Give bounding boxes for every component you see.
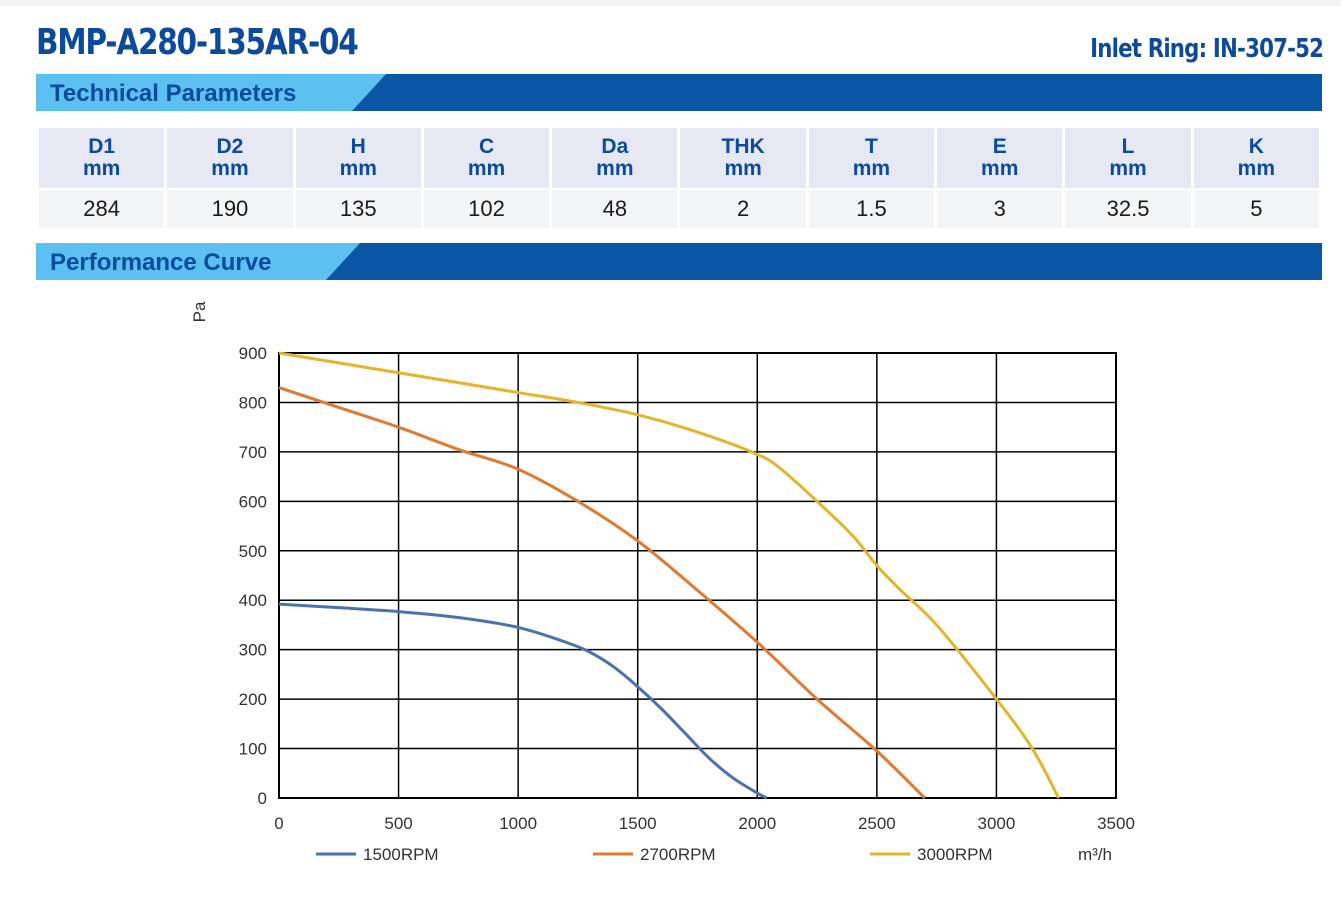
x-tick-label: 3500 [1097, 814, 1135, 833]
param-value-row: 284 190 135 102 48 2 1.5 3 32.5 5 [39, 190, 1319, 228]
param-name: H [350, 135, 366, 158]
top-rule [0, 0, 1341, 6]
x-tick-label: 1000 [499, 814, 537, 833]
param-unit: mm [467, 157, 506, 180]
performance-curve-banner: Performance Curve [36, 243, 1322, 280]
x-tick-label: 1500 [619, 814, 657, 833]
param-value-e: 3 [937, 190, 1063, 228]
param-unit: mm [339, 157, 377, 180]
param-value-h: 135 [295, 190, 421, 228]
plot-frame [278, 352, 1117, 799]
series-line-3000rpm [278, 351, 1060, 799]
param-value-d1: 284 [39, 190, 165, 228]
performance-curve-tab: Performance Curve [36, 243, 360, 280]
param-unit: mm [1237, 157, 1276, 180]
technical-parameters-banner: Technical Parameters [36, 74, 1322, 111]
param-value-d2: 190 [167, 190, 293, 228]
series-line-1500rpm [278, 602, 768, 800]
param-value-t: 1.5 [808, 190, 935, 228]
param-name: L [1121, 135, 1135, 158]
param-name: E [992, 135, 1007, 158]
x-axis-unit-label: m³/h [1078, 845, 1112, 864]
param-unit: mm [211, 157, 249, 180]
x-tick-label: 0 [274, 814, 283, 833]
param-name: THK [721, 135, 765, 158]
param-name: K [1248, 135, 1264, 158]
param-value-c: 102 [423, 190, 550, 228]
y-tick-label: 300 [239, 641, 267, 660]
param-value-k: 5 [1193, 190, 1319, 228]
x-tick-label: 500 [384, 814, 412, 833]
param-header-d2: D2 mm [167, 128, 293, 188]
param-header-da: Da mm [552, 128, 678, 188]
param-name: Da [601, 135, 629, 158]
y-tick-label: 900 [239, 344, 267, 363]
y-tick-label: 400 [239, 591, 267, 610]
y-axis-label: Pa [190, 301, 209, 322]
param-unit: mm [852, 157, 891, 180]
technical-parameters-tab: Technical Parameters [36, 74, 386, 111]
param-unit: mm [596, 157, 634, 180]
y-tick-label: 600 [239, 492, 267, 511]
y-tick-label: 500 [239, 542, 267, 561]
param-unit: mm [724, 157, 762, 180]
param-name: D2 [216, 135, 244, 158]
param-name: D1 [88, 135, 116, 158]
param-value-da: 48 [552, 190, 678, 228]
legend-label: 3000RPM [917, 845, 993, 864]
y-tick-label: 200 [239, 690, 267, 709]
y-tick-label: 700 [239, 443, 267, 462]
series-line-2700rpm [278, 386, 926, 800]
param-unit: mm [82, 157, 121, 180]
param-unit: mm [981, 157, 1019, 180]
y-tick-label: 100 [239, 740, 267, 759]
param-header-d1: D1 mm [39, 128, 165, 188]
param-value-thk: 2 [680, 190, 806, 228]
x-tick-label: 2000 [738, 814, 776, 833]
x-tick-label: 2500 [858, 814, 896, 833]
x-tick-label: 3000 [978, 814, 1016, 833]
y-tick-label: 0 [258, 789, 267, 808]
param-name: T [865, 135, 878, 158]
param-unit: mm [1109, 157, 1147, 180]
legend-label: 1500RPM [363, 845, 439, 864]
param-name: C [478, 135, 495, 158]
legend-label: 2700RPM [640, 845, 716, 864]
param-header-thk: THK mm [680, 128, 806, 188]
technical-parameters-heading: Technical Parameters [50, 80, 297, 107]
inlet-ring-label: Inlet Ring: IN-307-52 [1089, 34, 1324, 64]
y-tick-label: 800 [239, 393, 267, 412]
model-title: BMP-A280-135AR-04 [36, 22, 359, 63]
param-value-l: 32.5 [1065, 190, 1191, 228]
performance-curve-heading: Performance Curve [50, 249, 272, 276]
